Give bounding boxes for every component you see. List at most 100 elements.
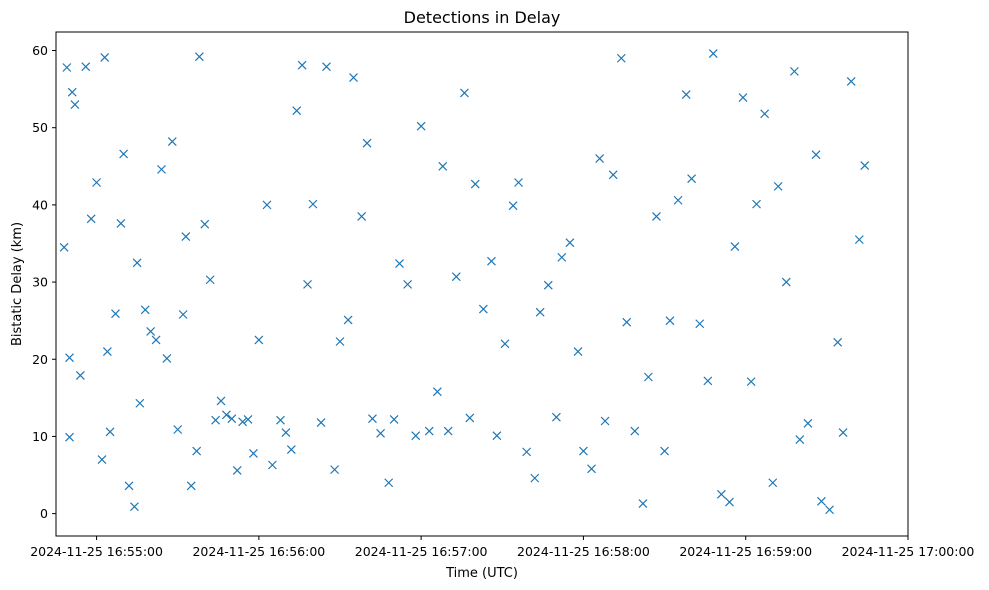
data-point [205, 275, 215, 285]
data-point [608, 170, 618, 180]
data-point [151, 335, 161, 345]
data-point [543, 280, 553, 290]
y-tick-label: 50 [32, 120, 48, 135]
data-point [530, 473, 540, 483]
data-point [508, 201, 518, 211]
data-point [660, 446, 669, 456]
data-point [286, 445, 296, 454]
x-tick-label: 2024-11-25 16:55:00 [30, 544, 163, 559]
x-tick-label: 2024-11-25 17:00:00 [842, 544, 975, 559]
data-point [673, 195, 683, 205]
data-point [308, 199, 318, 209]
data-point [59, 242, 69, 252]
data-point [478, 304, 488, 314]
data-point [178, 310, 188, 319]
data-point [730, 242, 740, 251]
data-point [470, 179, 480, 189]
data-point [97, 455, 107, 465]
data-point [67, 87, 77, 97]
data-point [825, 505, 834, 515]
data-point [119, 149, 129, 159]
y-tick-label: 30 [32, 275, 48, 290]
data-point [522, 447, 532, 457]
data-point [811, 150, 821, 160]
data-point [738, 93, 748, 103]
data-point [443, 426, 453, 436]
data-point [716, 489, 726, 499]
data-point [438, 161, 448, 171]
data-point [403, 279, 413, 289]
data-point [65, 353, 74, 363]
data-point [116, 218, 126, 228]
data-point [276, 415, 285, 425]
data-point [81, 62, 91, 72]
data-point [316, 418, 326, 427]
data-point [254, 335, 264, 345]
data-point [105, 427, 115, 437]
x-tick-label: 2024-11-25 16:57:00 [355, 544, 488, 559]
x-tick-label: 2024-11-25 16:59:00 [679, 544, 812, 559]
data-point [65, 432, 74, 442]
y-tick-label: 10 [32, 429, 48, 444]
data-point [573, 347, 583, 356]
data-point [492, 431, 502, 441]
data-point [132, 258, 142, 268]
data-point [846, 76, 856, 86]
data-point [487, 256, 496, 266]
data-point [181, 232, 191, 241]
data-point [243, 415, 253, 424]
data-point [221, 410, 231, 420]
data-point [652, 212, 661, 221]
data-point [162, 354, 172, 363]
data-point [389, 415, 399, 424]
x-axis-ticks: 2024-11-25 16:55:00 2024-11-25 16:56:00 20… [30, 536, 974, 559]
data-point [157, 164, 166, 174]
data-point [465, 413, 475, 423]
data-point [817, 496, 826, 506]
data-point [75, 371, 85, 380]
data-point [833, 337, 843, 347]
data-point [416, 121, 426, 131]
data-point [746, 377, 756, 387]
data-point [70, 100, 80, 109]
data-point [681, 90, 691, 99]
data-point [140, 305, 150, 315]
plot-area [56, 32, 908, 536]
data-point [249, 448, 258, 458]
data-point [514, 178, 523, 187]
data-point [194, 52, 204, 62]
data-point [330, 465, 340, 475]
data-point [789, 66, 799, 76]
data-point [211, 415, 221, 425]
data-point [227, 414, 237, 424]
y-tick-label: 20 [32, 352, 48, 367]
data-point [343, 315, 353, 325]
data-point [854, 235, 864, 245]
data-point [349, 73, 358, 82]
data-point [357, 212, 367, 221]
data-point [411, 431, 421, 441]
y-tick-label: 0 [40, 506, 48, 521]
data-point [232, 465, 242, 475]
data-point [752, 199, 761, 209]
data-point [695, 319, 705, 329]
data-point [725, 497, 734, 507]
data-point [638, 499, 648, 509]
data-point [781, 277, 791, 287]
data-point [62, 63, 72, 72]
data-point [335, 337, 345, 346]
data-point [173, 425, 183, 434]
data-point [395, 259, 404, 268]
data-point [459, 88, 469, 98]
data-point [760, 109, 770, 119]
data-point [795, 435, 805, 444]
data-point [146, 327, 156, 336]
data-point [600, 416, 610, 426]
data-point [587, 464, 596, 474]
data-point [838, 428, 848, 438]
data-point [643, 372, 653, 382]
data-point [130, 502, 139, 512]
data-point [135, 398, 145, 408]
data-point [111, 309, 120, 319]
